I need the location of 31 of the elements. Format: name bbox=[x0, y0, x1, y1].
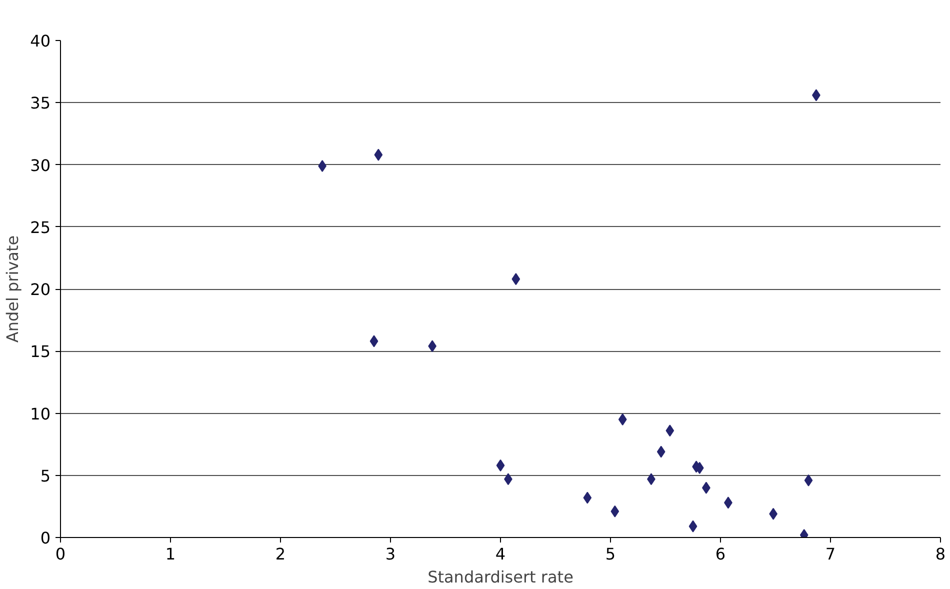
point bbox=[618, 413, 627, 426]
y-tick-label: 0 bbox=[40, 528, 51, 548]
y-tick-label: 15 bbox=[30, 342, 50, 362]
x-tick-label: 0 bbox=[55, 544, 66, 564]
point bbox=[512, 273, 520, 286]
point bbox=[688, 520, 698, 532]
x-tick-label: 6 bbox=[715, 544, 726, 564]
point bbox=[666, 424, 674, 437]
x-axis-title: Standardisert rate bbox=[428, 568, 574, 586]
y-tick-label: 5 bbox=[40, 466, 51, 486]
point bbox=[496, 459, 505, 472]
x-tick-label: 4 bbox=[495, 544, 506, 564]
x-tick-label: 3 bbox=[385, 544, 396, 564]
x-tick-label: 1 bbox=[165, 544, 176, 564]
y-tick-label: 30 bbox=[30, 156, 50, 175]
y-tick-label: 10 bbox=[30, 404, 50, 424]
point bbox=[610, 505, 620, 518]
point bbox=[656, 446, 666, 458]
point bbox=[804, 474, 813, 486]
point bbox=[370, 335, 378, 348]
x-tick-label: 7 bbox=[825, 544, 836, 564]
y-tick-label: 25 bbox=[30, 218, 50, 237]
y-axis-title: Andel private bbox=[3, 235, 22, 343]
x-tick-label: 5 bbox=[605, 544, 616, 564]
y-tick-label: 35 bbox=[30, 94, 50, 113]
x-tick-label: 8 bbox=[935, 544, 946, 564]
point bbox=[374, 148, 383, 161]
x-tick-label: 2 bbox=[275, 544, 286, 564]
point bbox=[583, 492, 592, 504]
y-tick-label: 20 bbox=[30, 280, 50, 299]
y-tick-label: 40 bbox=[30, 32, 50, 50]
